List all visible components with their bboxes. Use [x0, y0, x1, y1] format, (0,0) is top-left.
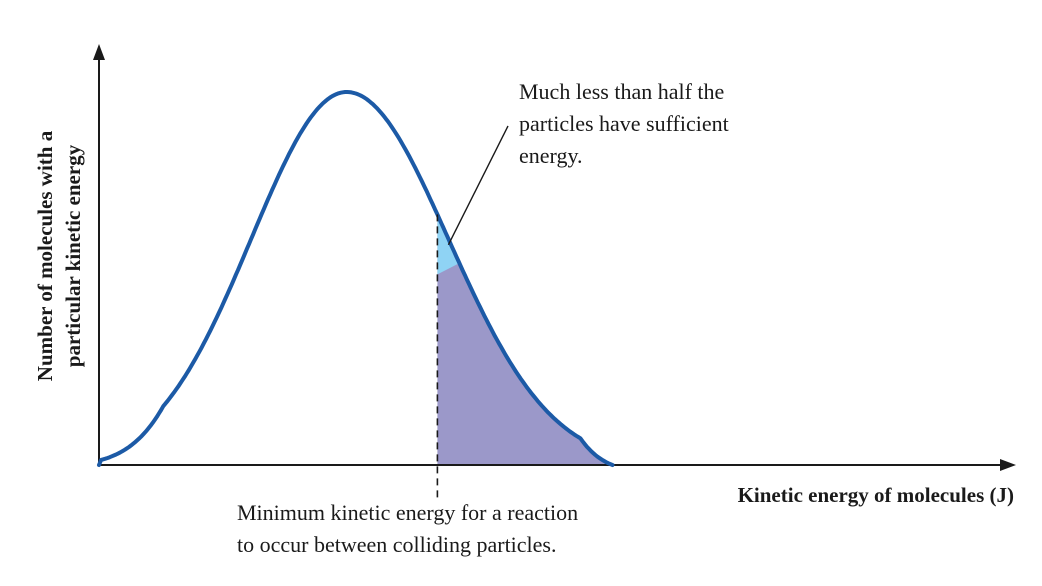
y-axis-arrow [93, 44, 105, 60]
x-axis-title: Kinetic energy of molecules (J) [738, 483, 1014, 507]
annotation-line-2: particles have sufficient [519, 111, 729, 136]
threshold-label-line-2: to occur between colliding particles. [237, 532, 557, 557]
distribution-curve [97, 90, 615, 467]
annotation-line-3: energy. [519, 143, 583, 168]
area-above-threshold [437, 214, 613, 465]
x-axis-arrow [1000, 459, 1016, 471]
y-axis-title-line-2: particular kinetic energy [61, 144, 85, 367]
threshold-label-line-1: Minimum kinetic energy for a reaction [237, 500, 578, 525]
annotation-leader-line [447, 125, 509, 246]
annotation-line-1: Much less than half the [519, 79, 724, 104]
y-axis-title-line-1: Number of molecules with a [33, 130, 57, 381]
y-axis-title: Number of molecules with a particular ki… [33, 130, 85, 381]
